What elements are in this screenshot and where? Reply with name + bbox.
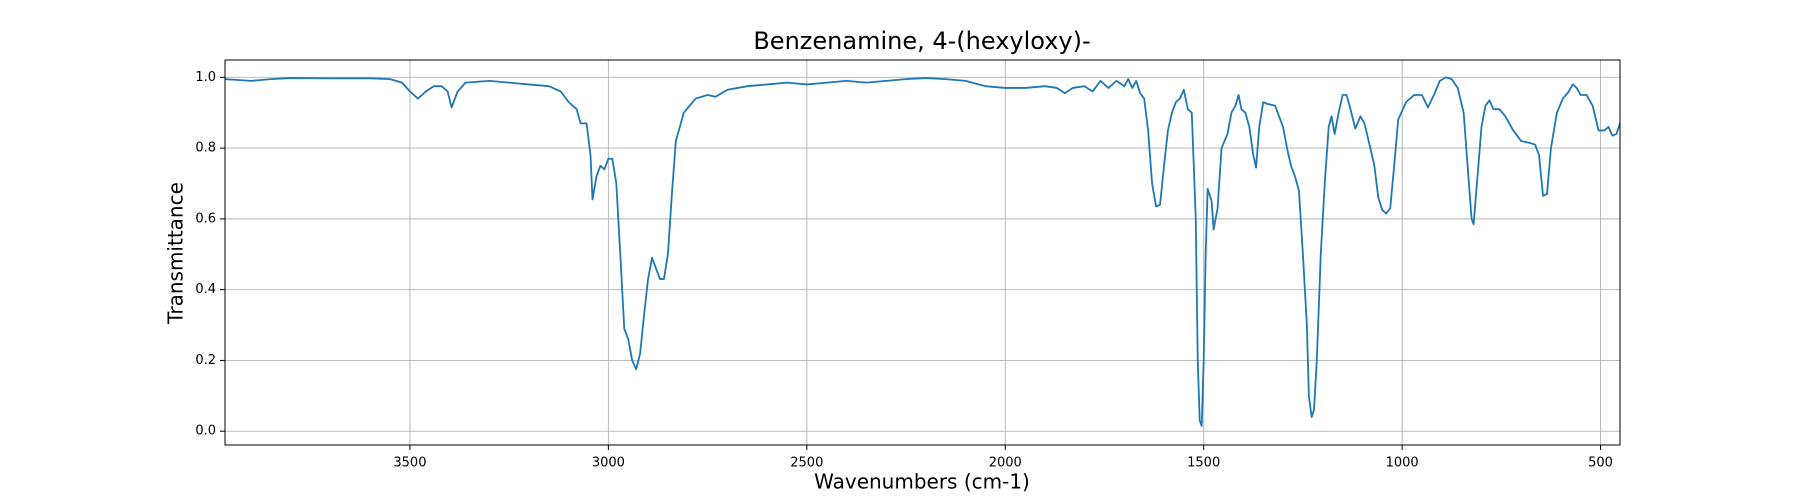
x-tick-label: 1500 bbox=[1187, 456, 1220, 471]
y-tick-label: 0.6 bbox=[195, 211, 216, 226]
chart-title: Benzenamine, 4-(hexyloxy)- bbox=[753, 27, 1090, 55]
x-tick-label: 1000 bbox=[1386, 456, 1419, 471]
y-tick-label: 0.2 bbox=[195, 353, 216, 368]
x-tick-label: 3000 bbox=[592, 456, 625, 471]
y-tick-label: 0.8 bbox=[195, 141, 216, 156]
x-tick-label: 2000 bbox=[989, 456, 1022, 471]
plot-frame bbox=[224, 59, 1621, 446]
y-axis-label: Transmittance bbox=[164, 182, 188, 325]
y-tick-label: 1.0 bbox=[195, 70, 216, 85]
spectrum-line bbox=[224, 76, 1621, 427]
x-axis-label: Wavenumbers (cm-1) bbox=[814, 470, 1030, 494]
x-tick-label: 2500 bbox=[790, 456, 823, 471]
x-tick-label: 500 bbox=[1588, 456, 1613, 471]
y-tick-label: 0.0 bbox=[195, 424, 216, 439]
y-tick-label: 0.4 bbox=[195, 282, 216, 297]
x-tick-label: 3500 bbox=[393, 456, 426, 471]
